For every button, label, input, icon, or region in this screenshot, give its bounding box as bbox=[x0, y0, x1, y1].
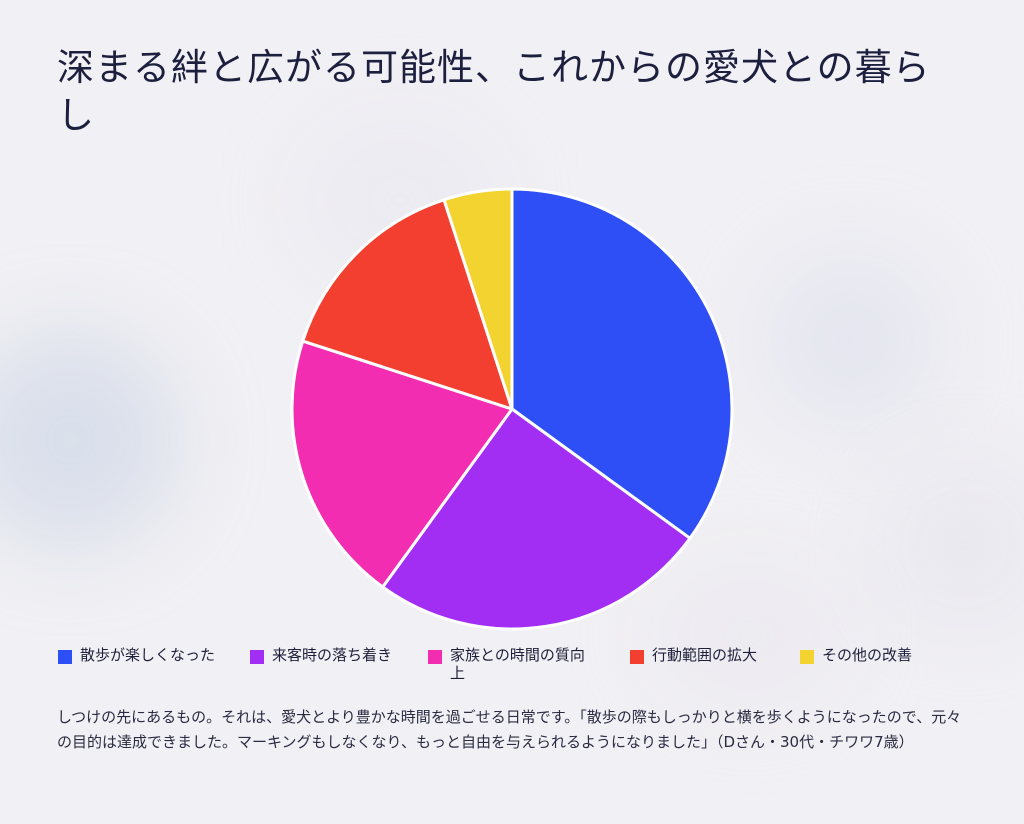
legend-swatch bbox=[58, 650, 72, 664]
testimonial-caption: しつけの先にあるもの。それは、愛犬とより豊かな時間を過ごせる日常です。「散歩の際… bbox=[57, 708, 962, 751]
pie-slice-1[interactable] bbox=[510, 187, 734, 540]
legend-label: 来客時の落ち着き bbox=[272, 646, 393, 664]
legend-swatch bbox=[630, 650, 644, 664]
legend-item[interactable]: その他の改善 bbox=[800, 646, 912, 664]
pie-slice-5[interactable] bbox=[442, 187, 514, 411]
legend-label: 家族との時間の質向上 bbox=[450, 646, 585, 682]
legend-item[interactable]: 散歩が楽しくなった bbox=[58, 646, 215, 664]
legend-item[interactable]: 家族との時間の質向上 bbox=[428, 646, 590, 682]
legend-swatch bbox=[428, 650, 442, 664]
legend-label: 散歩が楽しくなった bbox=[80, 646, 216, 664]
legend-item[interactable]: 行動範囲の拡大 bbox=[630, 646, 757, 664]
legend-label: その他の改善 bbox=[822, 646, 913, 664]
legend-swatch bbox=[800, 650, 814, 664]
legend-item[interactable]: 来客時の落ち着き bbox=[250, 646, 392, 664]
legend-swatch bbox=[250, 650, 264, 664]
chart-title: 深まる絆と広がる可能性、これからの愛犬との暮らし bbox=[57, 46, 931, 137]
pie-slice-2[interactable] bbox=[381, 407, 692, 631]
legend-label: 行動範囲の拡大 bbox=[652, 646, 758, 664]
chart-legend: 散歩が楽しくなった 来客時の落ち着き 家族との時間の質向上 行動範囲の拡大 その他の改善 bbox=[58, 646, 958, 690]
pie-slice-3[interactable] bbox=[290, 339, 514, 589]
